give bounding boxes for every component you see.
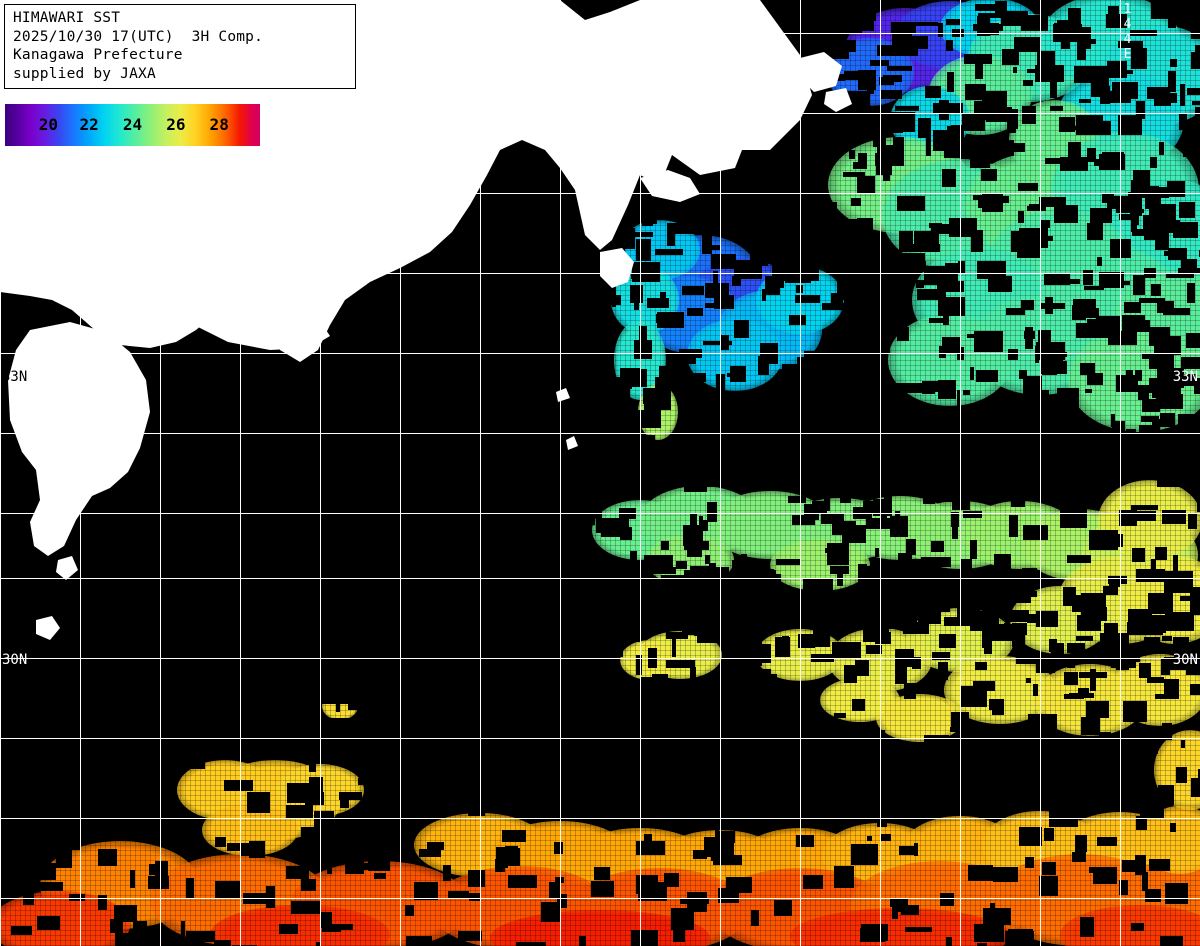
title-legend-box: HIMAWARI SST 2025/10/30 17(UTC) 3H Comp.… (4, 4, 356, 89)
title-line-product: HIMAWARI SST (13, 10, 121, 26)
land-polygon (190, 292, 330, 350)
colorbar-tick-labels: 20 22 24 26 28 (5, 104, 260, 146)
longitude-label-136E: 136E (493, 2, 508, 62)
land-polygon (0, 0, 812, 362)
land-polygon (36, 616, 60, 640)
title-line-provider: Kanagawa Prefecture (13, 47, 183, 63)
colorbar-tick-20: 20 (38, 115, 58, 134)
latitude-label-30N-left: 30N (2, 652, 28, 668)
land-polygon (8, 322, 150, 556)
land-polygon (56, 556, 78, 580)
land-polygon (824, 88, 852, 112)
land-polygon (600, 248, 634, 288)
colorbar-tick-28: 28 (209, 115, 229, 134)
latitude-label-30N-right: 30N (1172, 652, 1198, 668)
land-polygon (556, 388, 570, 402)
longitude-label-144E: 144E (1120, 2, 1135, 62)
colorbar-gradient (5, 104, 260, 146)
land-polygon (640, 170, 700, 202)
sst-colorbar: 20 22 24 26 28 (5, 104, 260, 146)
colorbar-tick-24: 24 (122, 115, 143, 134)
colorbar-tick-22: 22 (79, 115, 99, 134)
latitude-label-33N-left: 33N (2, 369, 28, 385)
title-line-source: supplied by JAXA (13, 65, 156, 82)
title-line-datetime: 2025/10/30 17(UTC) 3H Comp. (13, 28, 264, 45)
land-polygon (566, 436, 578, 450)
land-polygon (800, 52, 842, 92)
colorbar-tick-26: 26 (166, 115, 186, 134)
latitude-label-33N-right: 33N (1172, 369, 1198, 385)
